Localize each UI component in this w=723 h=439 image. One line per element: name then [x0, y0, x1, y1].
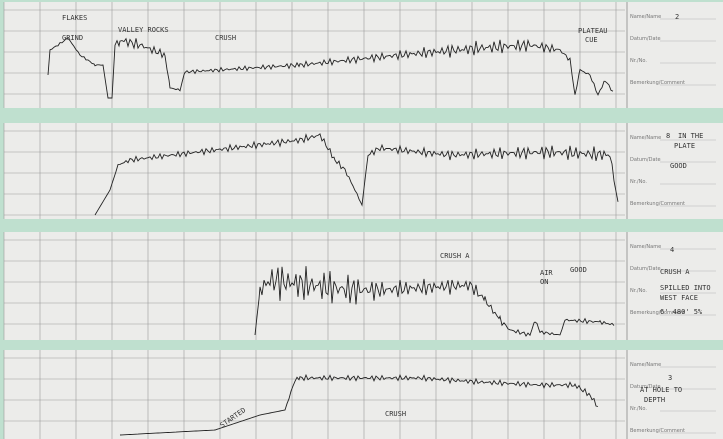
panel-label: Bemerkung/Comment [630, 201, 685, 207]
panel-label: Name/Name [630, 362, 661, 368]
notes: FLAKES GRIND VALLEY ROCKS CRUSH PLATEAU … [62, 13, 711, 430]
note: VALLEY ROCKS [118, 26, 169, 34]
panel-label: Name/Name [630, 244, 661, 250]
strips: Name/Name Datum/Date Nr./No. Bemerkung/Comm… [3, 2, 723, 439]
trace [94, 133, 619, 216]
strip: Name/Name Datum/Date Nr./No. Bemerkung/Comm… [3, 123, 723, 219]
panel-label: Nr./No. [630, 288, 647, 294]
strip-number: 2 [675, 13, 679, 21]
note: PLATEAU [578, 27, 608, 35]
note: FLAKES [62, 14, 87, 22]
note: SPILLED INTO [660, 284, 711, 292]
note: PLATE [674, 142, 695, 150]
strip: Name/Name Datum/Date Nr./No. Bemerkung/Comm… [3, 232, 723, 340]
note: CRUSH [215, 34, 236, 42]
note: AT HOLE TO [640, 386, 682, 394]
strip-number: 4 [670, 246, 674, 254]
trace [254, 266, 615, 337]
note: CRUSH A [440, 252, 470, 260]
paper [4, 123, 723, 219]
note: 6' 480' 5% [660, 308, 703, 316]
note: CRUSH [385, 410, 406, 418]
panel-label: Name/Name [630, 135, 661, 141]
trace [119, 373, 599, 436]
panel-label: Nr./No. [630, 406, 647, 412]
panel-label: Datum/Date [630, 266, 661, 272]
note: CRUSH A [660, 268, 690, 276]
strip: Name/Name Datum/Date Nr./No. Bemerkung/Comm… [3, 350, 723, 439]
panel-label: Datum/Date [630, 157, 661, 163]
panel-label: Name/Name [630, 14, 661, 20]
strip-number: 8 [666, 132, 670, 140]
note: CUE [585, 36, 598, 44]
panel-label: Bemerkung/Comment [630, 80, 685, 86]
note: WEST FACE [660, 294, 698, 302]
note: ON [540, 278, 548, 286]
note: GOOD [570, 266, 587, 274]
note: DEPTH [644, 396, 665, 404]
strip-number: 3 [668, 374, 672, 382]
trace [47, 37, 614, 99]
paper [4, 2, 723, 108]
panel-label: Bemerkung/Comment [630, 428, 685, 434]
note: AIR [540, 269, 553, 277]
note: GOOD [670, 162, 687, 170]
panel-label: Bemerkung/Comment [630, 310, 685, 316]
panel-label: Nr./No. [630, 58, 647, 64]
strip: Name/Name Datum/Date Nr./No. Bemerkung/Comm… [3, 2, 723, 108]
panel-label: Nr./No. [630, 179, 647, 185]
note: IN THE [678, 132, 703, 140]
panel-label: Datum/Date [630, 384, 661, 390]
paper [4, 350, 723, 439]
panel-label: Datum/Date [630, 36, 661, 42]
note: GRIND [62, 34, 83, 42]
